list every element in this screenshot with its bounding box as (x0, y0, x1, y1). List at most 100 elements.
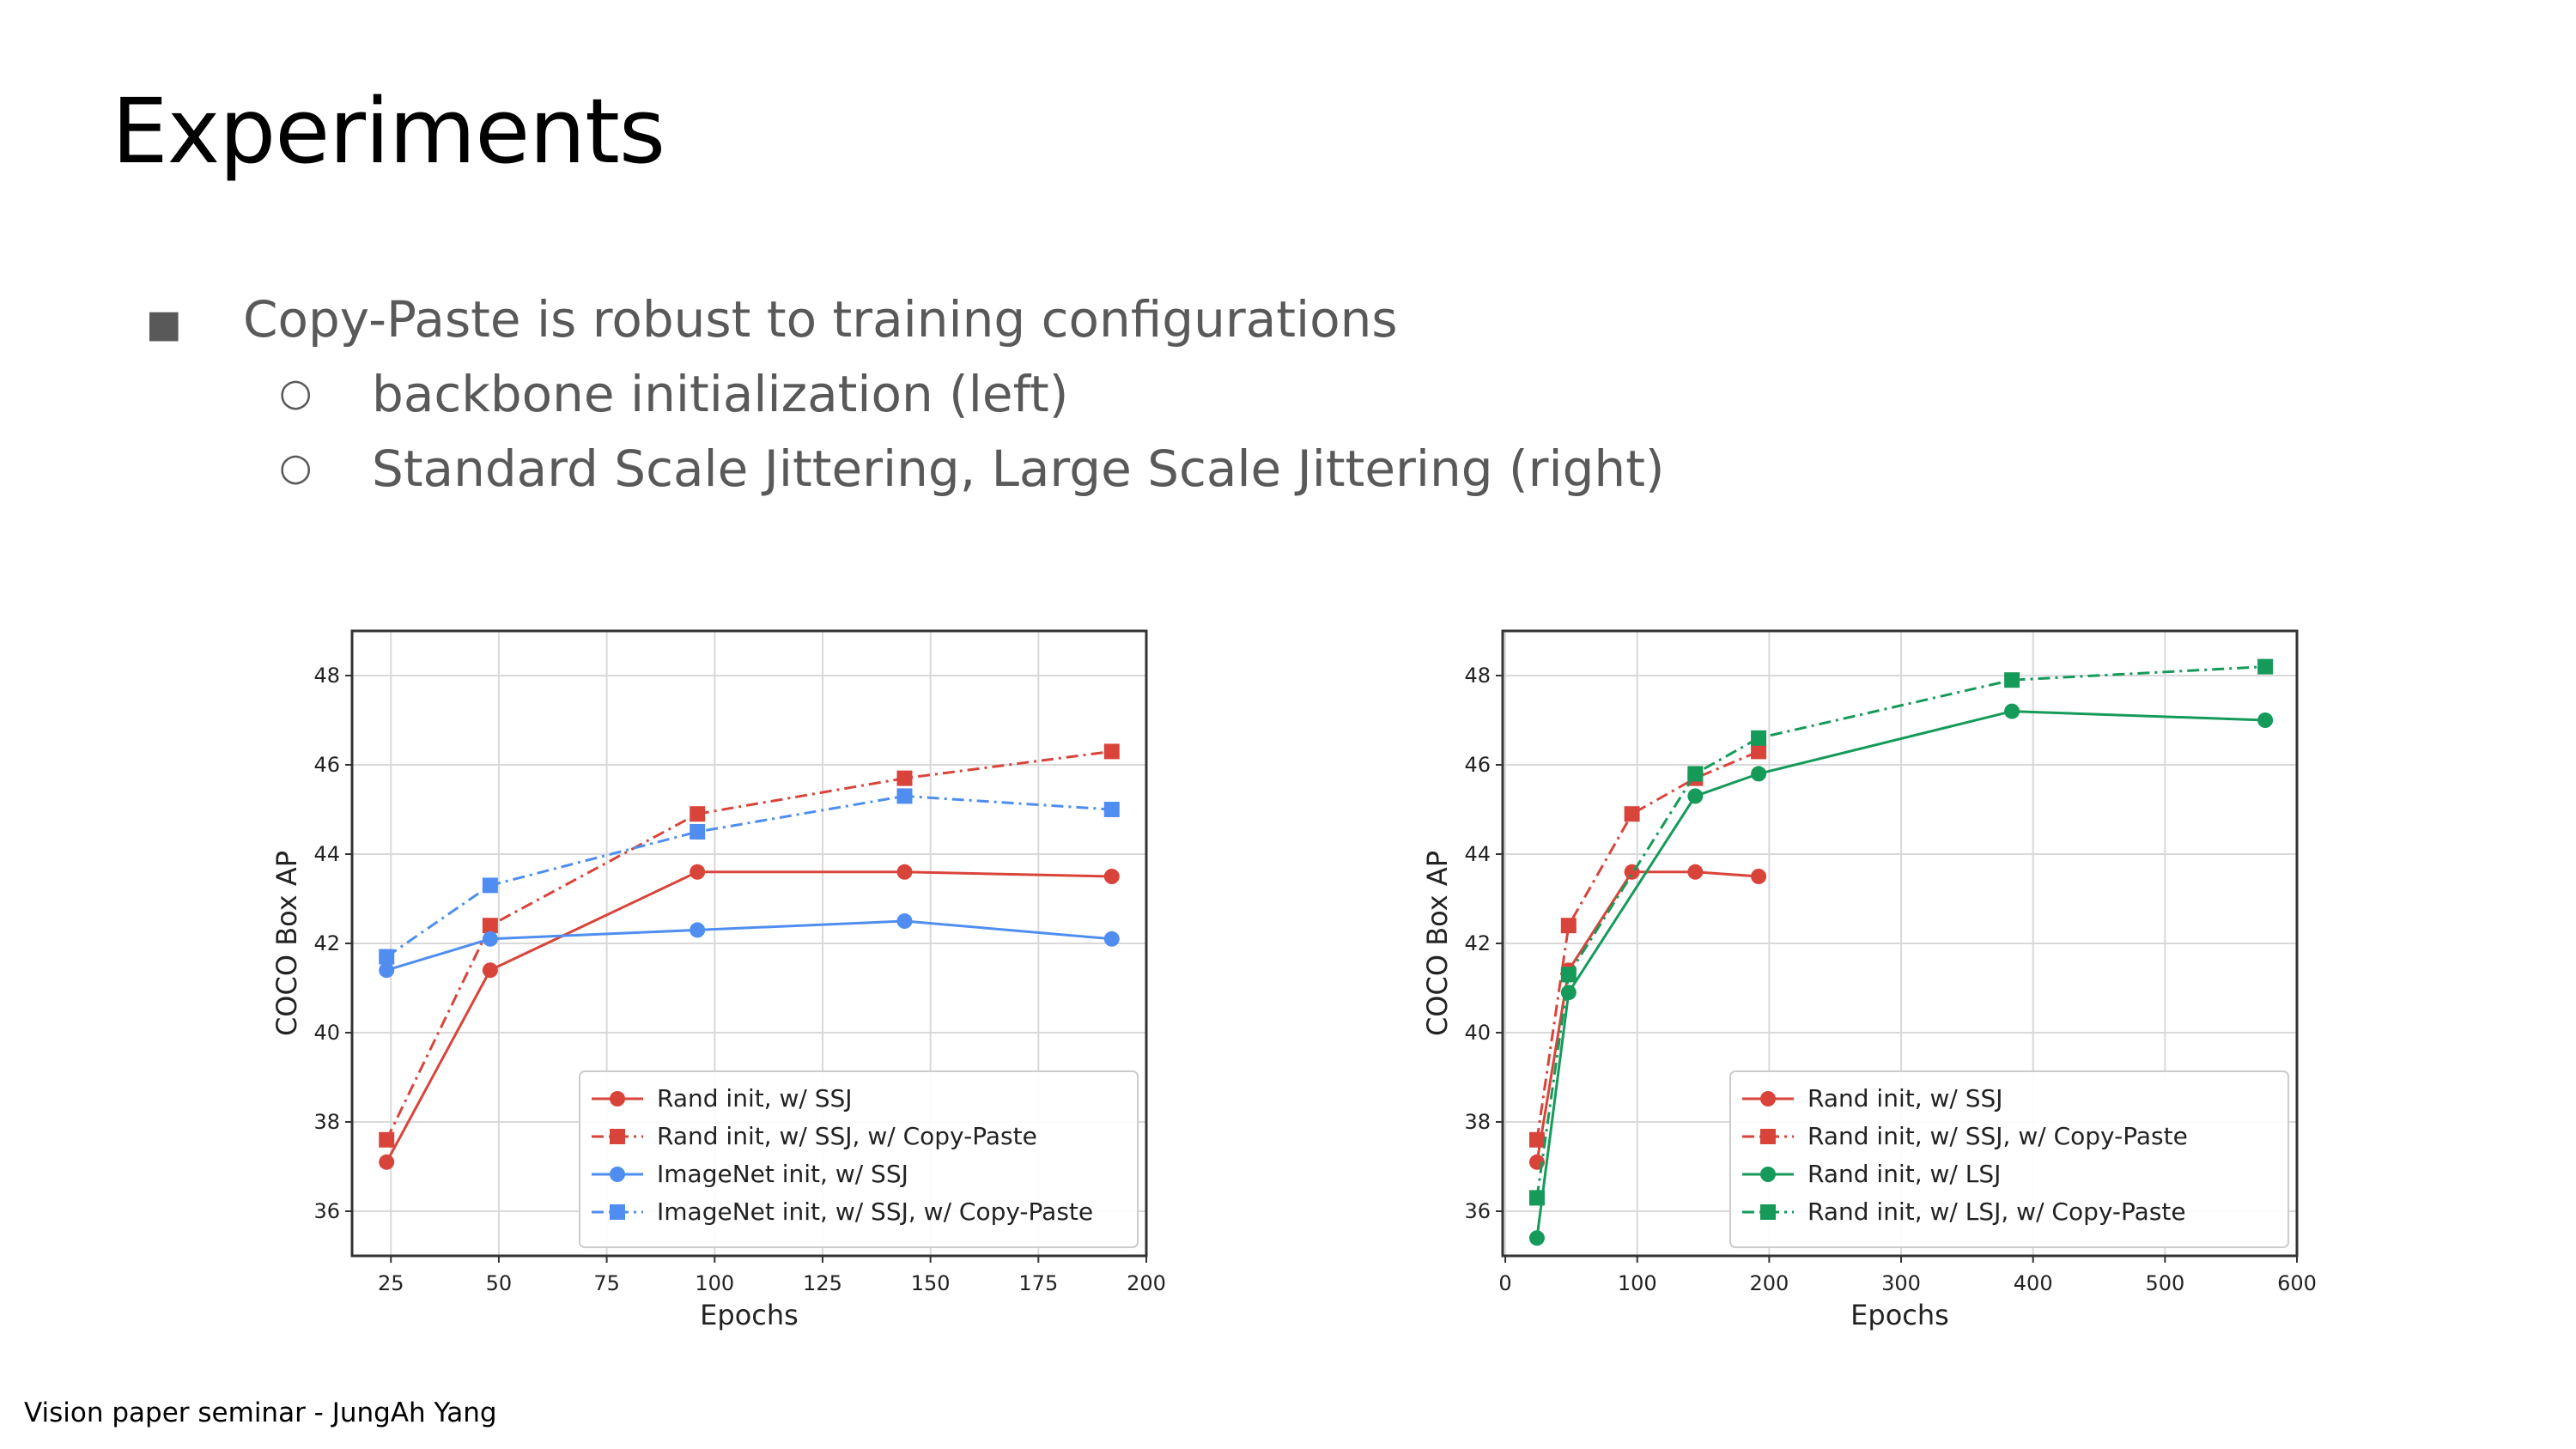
legend-marker (1760, 1091, 1776, 1106)
data-point (1560, 918, 1577, 934)
series-2 (1528, 703, 2274, 1246)
chart-scale-jittering: 0 100 200 300 400 500 600 36 38 40 42 44 46 48 Epochs C… (1421, 629, 2317, 1331)
data-point (1751, 869, 1767, 884)
data-point (690, 922, 706, 938)
x-tick-label: 100 (695, 1271, 734, 1295)
data-point (690, 824, 706, 840)
data-point (1103, 869, 1120, 884)
series-line (1535, 710, 2266, 1239)
y-axis-label: COCO Box AP (270, 851, 303, 1036)
data-point (896, 864, 913, 880)
legend-marker (610, 1091, 625, 1106)
y-tick-label: 44 (313, 842, 340, 866)
legend-marker (1760, 1204, 1776, 1220)
series-1 (1528, 743, 1767, 1148)
data-point (1560, 967, 1577, 983)
data-point (482, 918, 498, 934)
legend-label: Rand init, w/ SSJ (657, 1084, 853, 1113)
data-point (379, 949, 395, 965)
slide-title: Experiments (112, 79, 665, 184)
y-tick-label: 42 (1464, 931, 1491, 955)
x-tick-label: 50 (486, 1271, 513, 1295)
data-point (896, 913, 913, 929)
y-axis-label: COCO Box AP (1421, 851, 1454, 1036)
data-point (1751, 730, 1767, 746)
x-tick-label: 300 (1881, 1271, 1921, 1295)
y-tick-label: 48 (1464, 664, 1491, 688)
data-point (2004, 703, 2020, 719)
data-point (482, 877, 498, 894)
data-point (1103, 931, 1120, 947)
legend-box (1729, 1070, 2289, 1248)
data-point (379, 1154, 395, 1170)
legend: Rand init, w/ SSJ Rand init, w/ SSJ, w/ C… (579, 1070, 1139, 1248)
series-line (1535, 750, 1759, 1141)
data-point (1687, 864, 1704, 880)
y-tick-label: 46 (1464, 753, 1491, 777)
data-point (690, 806, 706, 822)
footer-text: Vision paper seminar - JungAh Yang (24, 1397, 497, 1428)
data-point (482, 931, 498, 947)
series-line (386, 794, 1112, 958)
data-point (1528, 1131, 1545, 1148)
bullet-marker: ■ (146, 302, 182, 346)
data-point (2257, 712, 2274, 728)
data-point (1103, 802, 1120, 817)
sub-bullet-text: Standard Scale Jittering, Large Scale Ji… (372, 440, 1665, 498)
data-point (1560, 985, 1577, 1001)
series-3 (379, 788, 1120, 965)
data-point (2004, 672, 2020, 688)
data-point (482, 962, 498, 979)
data-point (1687, 766, 1704, 782)
x-tick-label: 200 (1127, 1271, 1166, 1295)
y-tick-label: 38 (313, 1110, 340, 1134)
legend-label: ImageNet init, w/ SSJ (657, 1160, 908, 1188)
data-point (1624, 806, 1640, 822)
legend-marker (1760, 1167, 1776, 1182)
data-point (1751, 743, 1767, 760)
legend: Rand init, w/ SSJ Rand init, w/ SSJ, w/ C… (1729, 1070, 2289, 1248)
data-point (1687, 788, 1704, 804)
chart-backbone-init: 25 50 75 100 125 150 175 200 36 38 40 42 44 46 48 Epoch… (270, 629, 1166, 1331)
plot-frame (350, 629, 1148, 1258)
legend-marker (610, 1129, 625, 1144)
sub-bullet-marker: ○ (279, 446, 313, 489)
x-tick-label: 175 (1018, 1271, 1058, 1295)
data-point (1528, 1190, 1545, 1206)
plot-frame (1501, 629, 2299, 1258)
x-axis-label: Epochs (1850, 1299, 1949, 1331)
data-point (379, 962, 395, 979)
data-point (896, 788, 913, 804)
x-tick-label: 500 (2145, 1271, 2184, 1295)
legend-label: Rand init, w/ SSJ, w/ Copy-Paste (657, 1122, 1037, 1150)
data-point (2257, 658, 2274, 675)
data-point (896, 770, 913, 786)
x-tick-label: 400 (2014, 1271, 2053, 1295)
x-tick-label: 75 (593, 1271, 620, 1295)
y-tick-label: 44 (1464, 842, 1491, 866)
legend-label: Rand init, w/ SSJ (1807, 1084, 2003, 1113)
legend-label: Rand init, w/ SSJ, w/ Copy-Paste (1807, 1122, 2188, 1150)
x-tick-label: 100 (1618, 1271, 1657, 1295)
y-tick-label: 48 (313, 664, 340, 688)
legend-label: Rand init, w/ LSJ, w/ Copy-Paste (1807, 1197, 2186, 1226)
data-point (1103, 743, 1120, 760)
legend-marker (610, 1167, 625, 1182)
data-point (690, 864, 706, 880)
x-tick-label: 600 (2277, 1271, 2317, 1295)
series-3 (1528, 658, 2274, 1206)
x-tick-label: 200 (1749, 1271, 1789, 1295)
y-tick-label: 40 (1464, 1021, 1491, 1045)
y-tick-label: 36 (313, 1199, 340, 1223)
x-tick-label: 150 (911, 1271, 951, 1295)
sub-bullet-text: backbone initialization (left) (372, 365, 1069, 423)
y-tick-label: 36 (1464, 1199, 1491, 1223)
y-tick-label: 40 (313, 1021, 340, 1045)
series-line (1535, 870, 1759, 1163)
bullet-text: Copy-Paste is robust to training configu… (243, 290, 1398, 349)
y-tick-label: 46 (313, 753, 340, 777)
y-tick-label: 38 (1464, 1110, 1491, 1134)
series-0 (379, 864, 1120, 1170)
legend-label: ImageNet init, w/ SSJ, w/ Copy-Paste (657, 1197, 1093, 1226)
legend-box (579, 1070, 1139, 1248)
